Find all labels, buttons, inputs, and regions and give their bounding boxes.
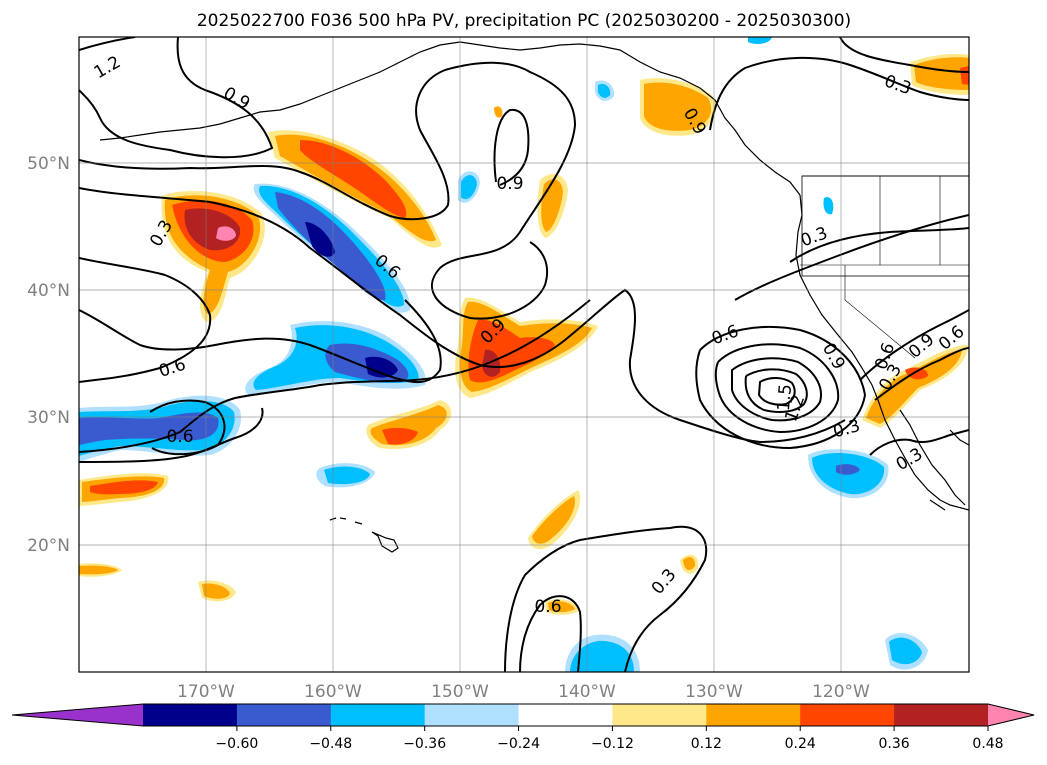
precip-area <box>748 37 772 45</box>
precip-area <box>382 427 418 445</box>
colorbar-tick-label: 0.12 <box>691 736 722 752</box>
precip-area <box>216 226 236 241</box>
pv-contour <box>839 37 969 73</box>
contour-label: 1.5 <box>774 383 796 412</box>
lat-label: 50°N <box>27 154 70 174</box>
precip-area <box>836 464 860 475</box>
colorbar-segment <box>894 704 989 726</box>
lon-label: 160°W <box>304 682 362 702</box>
pv-contour <box>714 343 840 434</box>
precip-area <box>889 637 922 665</box>
precip-area <box>598 84 611 98</box>
pv-contour <box>744 368 808 413</box>
colorbar-extend-low <box>12 704 143 726</box>
precip-area <box>79 412 219 445</box>
colorbar-extend-high <box>988 704 1034 726</box>
precip-fill-layer <box>79 37 969 672</box>
colorbar-segment <box>236 704 332 726</box>
colorbar-tick-label: −0.24 <box>497 736 540 752</box>
lat-label: 20°N <box>27 536 70 556</box>
precip-area <box>570 640 634 672</box>
lat-label: 40°N <box>27 281 70 301</box>
pv-contour <box>874 347 969 401</box>
precip-area <box>532 496 576 544</box>
colorbar-tick-label: −0.12 <box>591 736 634 752</box>
pv-contour <box>79 299 442 384</box>
pv-contour <box>869 429 969 456</box>
pv-contour <box>79 299 591 453</box>
pv-contour <box>859 309 969 381</box>
pv-contour <box>504 525 708 672</box>
pv-contour <box>519 595 582 672</box>
precip-area <box>300 140 407 218</box>
graticule <box>79 37 969 672</box>
lon-label: 140°W <box>558 682 616 702</box>
precip-area <box>494 106 503 118</box>
pv-contour <box>79 61 577 320</box>
colorbar-tick-label: 0.24 <box>785 736 816 752</box>
colorbar: −0.60 −0.48 −0.36 −0.24 −0.12 0.12 0.24 0.36 0.4… <box>11 703 1035 752</box>
lon-label: 150°W <box>431 682 489 702</box>
precip-area <box>548 601 575 613</box>
lon-labels: 170°W 160°W 150°W 140°W 130°W 120°W <box>177 682 870 702</box>
colorbar-tick-label: −0.48 <box>309 736 352 752</box>
colorbar-segment <box>800 704 895 726</box>
precip-area <box>914 57 969 90</box>
pv-contour <box>734 214 969 301</box>
precip-area <box>90 480 158 495</box>
colorbar-segment <box>424 704 520 726</box>
pv-contour <box>79 37 274 159</box>
precip-area <box>365 356 398 378</box>
precip-area <box>644 82 712 131</box>
border <box>800 176 969 359</box>
colorbar-tick-label: 0.48 <box>972 736 1003 752</box>
precip-area <box>482 349 501 377</box>
lat-labels: 50°N 40°N 30°N 20°N <box>27 154 70 556</box>
map-frame <box>78 36 970 673</box>
precip-area <box>823 196 834 215</box>
precip-area <box>960 66 969 85</box>
colorbar-segment <box>612 704 707 726</box>
lon-label: 170°W <box>177 682 235 702</box>
pv-contour <box>79 257 212 383</box>
map-panel: 1.2 0.9 0.9 0.9 0.3 0.3 0.6 0.3 0.6 0.6 … <box>78 36 970 673</box>
colorbar-segment <box>330 704 426 726</box>
pv-contour <box>79 37 136 51</box>
precip-area <box>683 557 696 571</box>
pv-contour <box>731 357 822 422</box>
precip-area <box>324 466 370 485</box>
lat-label: 30°N <box>27 408 70 428</box>
colorbar-segment <box>143 704 238 726</box>
colorbar-segment <box>706 704 801 726</box>
pv-contour <box>695 325 867 450</box>
pv-contour <box>757 377 796 406</box>
pv-contour-layer <box>79 37 969 672</box>
precip-area <box>866 350 962 424</box>
colorbar-tick-label: −0.36 <box>403 736 446 752</box>
precip-area <box>202 583 230 599</box>
coastline <box>99 41 461 141</box>
pv-contour <box>79 187 846 444</box>
pv-contour <box>789 227 969 263</box>
colorbar-segment <box>518 704 613 726</box>
contour-label: 0.6 <box>166 427 193 447</box>
colorbar-tick-label: 0.36 <box>879 736 910 752</box>
precip-area <box>461 175 477 200</box>
precip-area <box>79 565 118 575</box>
pv-contour <box>709 56 969 131</box>
colorbar-tick-label: −0.60 <box>215 736 258 752</box>
coastline <box>459 41 801 196</box>
contour-label: 0.6 <box>534 597 561 617</box>
lon-label: 130°W <box>685 682 743 702</box>
contour-label: 0.9 <box>496 174 523 194</box>
coastline <box>899 409 966 506</box>
pv-contour <box>493 108 530 186</box>
map-title: 2025022700 F036 500 hPa PV, precipitatio… <box>197 11 851 31</box>
pv-contour <box>149 399 226 456</box>
precip-area <box>905 367 928 380</box>
precip-area <box>305 222 335 257</box>
lon-label: 120°W <box>812 682 870 702</box>
